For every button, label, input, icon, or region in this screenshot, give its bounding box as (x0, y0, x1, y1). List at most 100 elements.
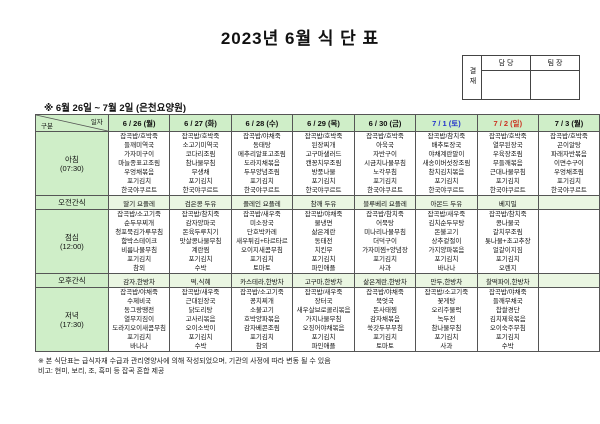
menu-item: 동태전 (314, 238, 333, 245)
menu-item: 한국야쿠르트 (182, 187, 219, 194)
menu-item: 방풍나물 (311, 169, 336, 176)
menu-item: 미나리나물무침 (364, 229, 406, 236)
menu-item: 우엉채볶음 (124, 169, 155, 176)
approval-label-text: 결재 (469, 66, 476, 87)
menu-item: 감자베콘조림 (243, 325, 280, 332)
menu-item: 포기김치 (127, 178, 152, 185)
menu-cell-pm-snack-col3: 카스테라,한방차 (230, 273, 294, 288)
menu-cell-am-snack-col2: 검은콩 두유 (169, 195, 232, 210)
row-label-am-snack: 오전간식 (35, 195, 109, 210)
menu-item: 쑥갓두부무침 (367, 325, 403, 332)
menu-item: 포기김치 (249, 256, 274, 263)
menu-item: 동그랑땡전 (124, 307, 155, 314)
menu-item: 어묵탕 (376, 220, 395, 227)
row-label-time: (12:00) (60, 241, 84, 251)
menu-cell-breakfast-col1: 잡곡밥/호박죽 들깨미역국 가자미구이 마늘종표고조림 우엉채볶음 포기김치 한국야쿠르트 (107, 131, 171, 196)
row-label-text: 아침 (64, 154, 79, 164)
menu-item: 잡곡밥/야채죽 (243, 133, 281, 140)
menu-cell-am-snack-col4: 참깨 두유 (292, 195, 355, 210)
approval-label: 결재 (462, 55, 482, 100)
menu-item: 배추토장국 (431, 142, 462, 149)
menu-item: 잡곡밥/호박죽 (304, 133, 343, 140)
menu-item: 근대된장국 (185, 298, 216, 305)
menu-item: 사과 (440, 343, 453, 350)
menu-item: 가자미찜+양념장 (362, 247, 408, 254)
menu-item: 참외 (255, 343, 268, 350)
menu-item: 마늘종표고조림 (118, 160, 161, 167)
date-header-col-2: 6 / 27 (화) (169, 114, 232, 132)
menu-item: 한국야쿠르트 (551, 187, 587, 194)
date-header-col-7: 7 / 2 (일) (476, 114, 539, 132)
menu-cell-pm-snack-col7: 찰떡파이,한방차 (476, 273, 539, 288)
menu-item: 포기김치 (373, 334, 397, 341)
menu-item: 잡곡밥/호박죽 (181, 133, 220, 140)
menu-item: 바나나 (130, 343, 149, 350)
menu-cell-dinner-col8 (537, 287, 600, 352)
menu-item: 포기김치 (434, 334, 459, 341)
menu-cell-dinner-col5: 잡곡밥/야채죽 북엇국 돈사태찜 감자채볶음 쑥갓두부무침 포기김치 토마토 (353, 287, 417, 352)
menu-row-lunch: 점심 (12:00) 잡곡밥/소고기죽 순두부찌개 청포묵김가루무침 함박스테이크 비름나물… (35, 209, 600, 274)
menu-item: 포기김치 (188, 178, 213, 185)
menu-cell-pm-snack-col8 (537, 273, 600, 288)
menu-item: 포기김치 (557, 178, 581, 185)
menu-cell-lunch-col6: 잡곡밥/새우죽 김치순두부탕 돈불고기 상추겉절이 가지양파볶음 포기김치 바나나 (415, 209, 478, 274)
menu-item: 포기김치 (373, 256, 397, 263)
menu-cell-am-snack-col7: 베지밀 (476, 195, 539, 210)
menu-item: 잡곡밥/호박죽 (366, 133, 404, 140)
menu-item: 돈불고기 (434, 229, 459, 236)
menu-item: 포기김치 (311, 178, 336, 185)
menu-item: 포기김치 (495, 178, 520, 185)
menu-item: 고사리볶음 (185, 316, 216, 323)
menu-item: 포기김치 (373, 178, 397, 185)
menu-cell-dinner-col6: 잡곡밥/소고기죽 꽃게탕 오리주물럭 녹두전 참나물무침 포기김치 사과 (415, 287, 478, 352)
menu-item: 잡곡밥/참치죽 (366, 211, 404, 218)
menu-item: 도라지오이새콤무침 (112, 325, 167, 332)
menu-item: 열무된장국 (492, 142, 523, 149)
menu-cell-breakfast-col6: 잡곡밥/참치죽 배추토장국 야채계란말이 새송이버섯장조림 참치김치볶음 포기김치 한국야쿠… (415, 131, 478, 196)
menu-item: 잡곡밥/소고기죽 (424, 289, 469, 296)
menu-item: 소고기미역국 (182, 142, 219, 149)
menu-item: 잡곡밥/새우죽 (181, 289, 220, 296)
menu-item: 김치제육볶음 (489, 316, 526, 323)
menu-item: 포기김치 (311, 334, 336, 341)
menu-item: 파인애플 (311, 343, 336, 350)
menu-item: 노각무침 (373, 169, 397, 176)
menu-row-pm-snack: 오후간식 감자,한방차 떡,식혜 카스테라,한방차 고구마,한방차 삶은계란,한방차 만두,… (35, 273, 600, 288)
menu-cell-lunch-col5: 잡곡밥/참치죽 어묵탕 미나리나물무침 더덕구이 가자미찜+양념장 포기김치 사과 (353, 209, 417, 274)
row-label-pm-snack: 오후간식 (35, 273, 109, 288)
row-label-text: 오후간식 (58, 276, 86, 285)
menu-item: 새우살브로콜리볶음 (296, 307, 351, 314)
menu-item: 치킨무 (314, 247, 333, 254)
menu-item: 잡곡밥/야채죽 (304, 211, 343, 218)
menu-item: 메추리알표고조림 (237, 151, 286, 158)
menu-cell-lunch-col8 (537, 209, 600, 274)
menu-cell-dinner-col4: 잡곡밥/새우죽 장터국 새우살브로콜리볶음 가지나물무침 오징어야채볶음 포기김치 파인애플 (292, 287, 355, 352)
menu-item: 장터국 (314, 298, 333, 305)
menu-item: 포기김치 (127, 334, 152, 341)
menu-item: 맛살콩나물무침 (179, 238, 222, 245)
menu-item: 포기김치 (434, 178, 459, 185)
menu-item: 곤이알탕 (557, 142, 581, 149)
menu-cell-pm-snack-col6: 만두,한방차 (415, 273, 478, 288)
menu-item: 오이소박이 (185, 325, 216, 332)
menu-cell-dinner-col7: 잡곡밥/야채죽 들깨무채국 찹쌀경단 김치제육볶음 오이숙주무침 포기김치 수박 (476, 287, 539, 352)
menu-item: 고구마샐러드 (305, 151, 342, 158)
approval-manager-header: 담 당 (481, 55, 531, 71)
menu-item: 참외 (133, 265, 146, 272)
menu-item: 코다리조림 (185, 151, 216, 158)
row-label-time: (17:30) (60, 319, 84, 329)
menu-item: 잡곡밥/호박죽 (488, 133, 527, 140)
menu-item: 잡곡밥/참치죽 (427, 133, 466, 140)
date-header-col-5: 6 / 30 (금) (353, 114, 417, 132)
menu-item: 잡곡밥/소고기죽 (117, 211, 161, 218)
menu-item: 수박 (501, 343, 514, 350)
menu-item: 오이지새콤무침 (240, 247, 283, 254)
menu-item: 포기김치 (249, 334, 274, 341)
menu-item: 가자미구이 (124, 151, 155, 158)
menu-item: 잡곡밥/호박죽 (120, 133, 158, 140)
menu-item: 감자양파국 (185, 220, 216, 227)
menu-item: 토마토 (376, 343, 395, 350)
menu-item: 북엇국 (376, 298, 395, 305)
row-label-text: 오전간식 (58, 198, 86, 207)
diagonal-divider-line (36, 115, 108, 131)
